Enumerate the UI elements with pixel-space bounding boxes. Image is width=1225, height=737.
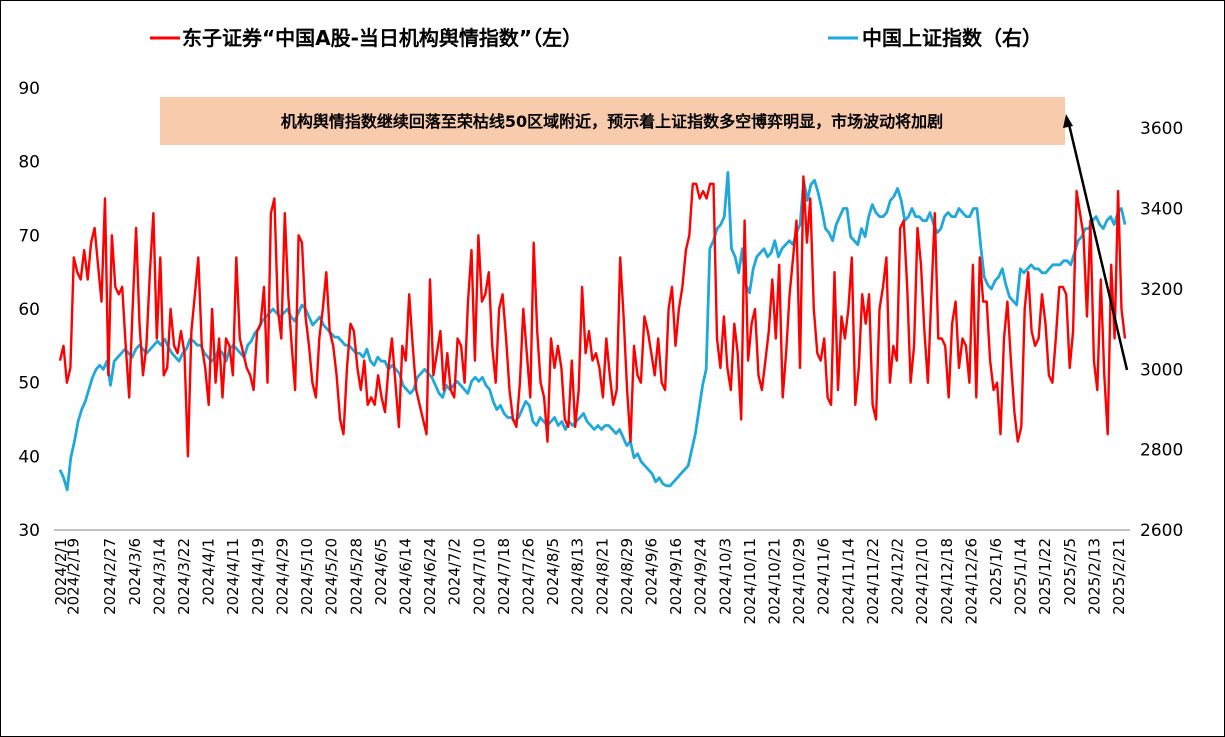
x-tick-label: 2025/1/14 [1012,538,1030,615]
y-right-tick-3000: 3000 [1140,360,1183,380]
x-tick-label: 2024/12/2 [889,538,907,615]
y-left-tick-90: 90 [18,79,40,99]
x-tick-label: 2024/8/13 [569,538,587,615]
x-tick-label: 2024/10/3 [716,538,734,615]
y-right-tick-3600: 3600 [1140,119,1183,139]
arrow-head [1063,114,1073,128]
x-tick-label: 2024/3/6 [126,538,144,605]
x-tick-label: 2024/11/14 [839,538,857,624]
x-tick-label: 2024/8/29 [618,538,636,615]
x-tick-label: 2024/2/19 [65,538,83,615]
x-tick-label: 2024/5/20 [323,538,341,615]
y-right-tick-3200: 3200 [1140,280,1183,300]
x-tick-label: 2024/6/14 [396,538,414,615]
x-tick-label: 2025/2/5 [1061,538,1079,605]
x-tick-label: 2024/12/10 [913,538,931,624]
y-left-tick-40: 40 [18,447,40,467]
y-left-tick-80: 80 [18,153,40,173]
x-tick-label: 2024/3/14 [150,538,168,615]
x-tick-label: 2024/9/6 [643,538,661,605]
x-tick-label: 2024/5/28 [347,538,365,615]
x-tick-label: 2025/1/22 [1036,538,1054,615]
x-tick-label: 2024/3/22 [175,538,193,615]
x-tick-label: 2024/5/10 [298,538,316,615]
x-tick-label: 2025/1/6 [987,538,1005,605]
x-tick-label: 2024/7/2 [446,538,464,605]
y-left-tick-50: 50 [18,374,40,394]
legend-label-sentiment: 东子证券“中国A股-当日机构舆情指数”（左） [182,26,582,50]
x-tick-label: 2024/4/29 [273,538,291,615]
x-tick-label: 2024/7/26 [519,538,537,615]
x-tick-label: 2025/2/13 [1085,538,1103,615]
x-tick-label: 2024/6/5 [372,538,390,605]
x-tick-label: 2024/10/21 [766,538,784,624]
x-tick-label: 2024/2/1 [52,538,70,605]
x-tick-label: 2024/2/27 [101,538,119,615]
y-left-tick-70: 70 [18,226,40,246]
series-layer [58,170,1127,492]
x-tick-label: 2024/4/11 [224,538,242,615]
x-tick-label: 2024/9/24 [692,538,710,615]
x-tick-label: 2024/4/1 [200,538,218,605]
x-tick-label: 2024/9/16 [667,538,685,615]
x-tick-label: 2024/12/18 [938,538,956,624]
x-tick-label: 2025/2/21 [1110,538,1128,615]
x-tick-label: 2024/4/19 [249,538,267,615]
series-line-sentiment-index [58,175,1127,458]
y-right-tick-2800: 2800 [1140,441,1183,461]
x-tick-label: 2024/10/29 [790,538,808,624]
y-left-tick-60: 60 [18,300,40,320]
annotation-box [160,97,1065,145]
y-right-tick-2600: 2600 [1140,521,1183,541]
x-tick-label: 2024/12/26 [962,538,980,624]
x-tick-label: 2024/7/18 [495,538,513,615]
x-tick-label: 2024/10/11 [741,538,759,624]
y-right-tick-3400: 3400 [1140,200,1183,220]
x-tick-label: 2024/6/24 [421,538,439,615]
annotation-text: 机构舆情指数继续回落至荣枯线50区域附近，预示着上证指数多空博弈明显，市场波动将… [281,112,943,131]
series-line-sse-index [58,170,1127,492]
legend-label-sse: 中国上证指数（右） [862,26,1042,50]
y-left-tick-30: 30 [18,521,40,541]
arrow-shaft [1066,119,1129,371]
legend: 东子证券“中国A股-当日机构舆情指数”（左） 中国上证指数（右） [150,26,1042,50]
y-axis-left: 30 40 50 60 70 80 90 [18,79,40,541]
annotation: 机构舆情指数继续回落至荣枯线50区域附近，预示着上证指数多空博弈明显，市场波动将… [160,97,1065,145]
x-tick-label: 2024/8/5 [544,538,562,605]
annotation-arrow [1063,114,1129,371]
y-axis-right: 2600 2800 3000 3200 3400 3600 [1140,119,1183,541]
x-tick-label: 2024/11/22 [864,538,882,624]
x-tick-label: 2024/8/21 [593,538,611,615]
x-tick-label: 2024/7/10 [470,538,488,615]
x-tick-label: 2024/11/6 [815,538,833,615]
